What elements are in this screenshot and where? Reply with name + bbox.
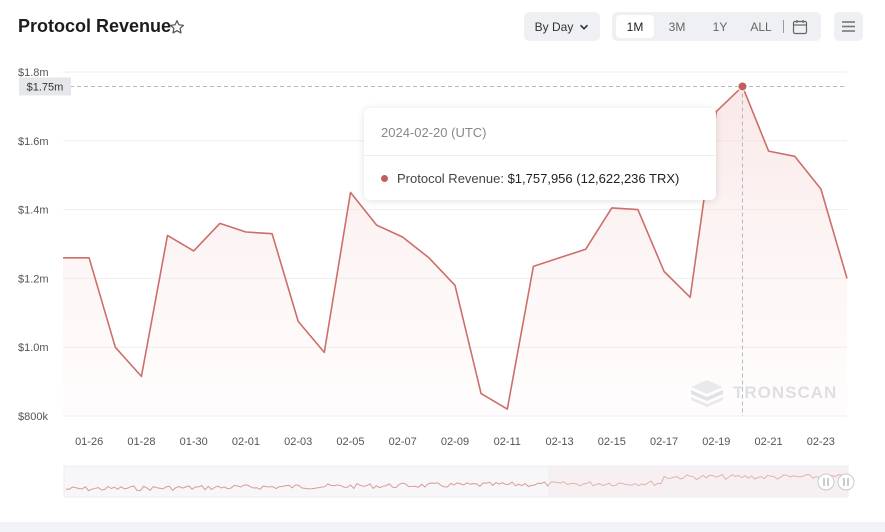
x-tick-label: 02-01 bbox=[232, 436, 260, 448]
x-tick-label: 01-26 bbox=[75, 436, 103, 448]
data-point[interactable] bbox=[266, 228, 278, 240]
data-point[interactable] bbox=[135, 370, 147, 382]
data-point[interactable] bbox=[841, 272, 853, 284]
x-tick-label: 02-19 bbox=[702, 436, 730, 448]
hamburger-icon bbox=[842, 21, 855, 32]
y-tick-label: $1.2m bbox=[18, 273, 49, 285]
x-tick-label: 02-07 bbox=[389, 436, 417, 448]
data-point[interactable] bbox=[449, 279, 461, 291]
data-point[interactable] bbox=[57, 252, 69, 264]
tooltip-value: $1,757,956 (12,622,236 TRX) bbox=[507, 171, 680, 186]
range-3m-button[interactable]: 3M bbox=[668, 19, 686, 34]
y-tick-label: $1.4m bbox=[18, 205, 49, 217]
y-tick-label: $800k bbox=[18, 411, 48, 423]
x-tick-label: 02-11 bbox=[494, 436, 521, 448]
data-point[interactable] bbox=[763, 145, 775, 157]
x-tick-label: 02-13 bbox=[545, 436, 573, 448]
crosshair-value-label: $1.75m bbox=[27, 81, 64, 93]
tooltip-date: 2024-02-20 (UTC) bbox=[381, 125, 487, 140]
tooltip-divider bbox=[364, 155, 716, 156]
y-tick-label: $1.6m bbox=[18, 136, 49, 148]
menu-button[interactable] bbox=[834, 12, 863, 41]
data-point[interactable] bbox=[658, 266, 670, 278]
range-all-button[interactable]: ALL bbox=[750, 19, 772, 34]
x-tick-label: 01-30 bbox=[180, 436, 208, 448]
navigator-handle-right[interactable] bbox=[837, 473, 855, 491]
tooltip-row: Protocol Revenue: $1,757,956 (12,622,236… bbox=[381, 171, 679, 186]
data-point[interactable] bbox=[344, 186, 356, 198]
revenue-chart[interactable]: $800k $1.0m $1.2m $1.4m $1.6m $1.8m 01-26 01-28… bbox=[0, 0, 885, 510]
range-1m-button[interactable]: 1M bbox=[616, 15, 654, 38]
navigator-mini-line bbox=[65, 473, 843, 492]
data-point[interactable] bbox=[109, 341, 121, 353]
by-day-dropdown[interactable]: By Day bbox=[524, 12, 600, 41]
data-point[interactable] bbox=[789, 150, 801, 162]
navigator-selected-window[interactable] bbox=[548, 467, 848, 496]
x-tick-label: 02-23 bbox=[807, 436, 835, 448]
data-point[interactable] bbox=[501, 403, 513, 415]
data-point[interactable] bbox=[475, 388, 487, 400]
star-icon[interactable] bbox=[168, 18, 186, 36]
tooltip-series-dot bbox=[381, 175, 388, 182]
crosshair-value-label-bg bbox=[19, 77, 71, 96]
x-tick-label: 02-21 bbox=[755, 436, 783, 448]
data-point[interactable] bbox=[606, 202, 618, 214]
data-point[interactable] bbox=[83, 252, 95, 264]
data-point[interactable] bbox=[214, 217, 226, 229]
tooltip-series-label: Protocol Revenue: bbox=[397, 171, 504, 186]
range-1y-button[interactable]: 1Y bbox=[712, 19, 728, 34]
data-point[interactable] bbox=[815, 183, 827, 195]
data-point[interactable] bbox=[371, 219, 383, 231]
range-divider bbox=[783, 20, 784, 33]
by-day-label: By Day bbox=[534, 19, 574, 34]
data-point[interactable] bbox=[240, 226, 252, 238]
data-point[interactable] bbox=[580, 243, 592, 255]
data-point[interactable] bbox=[527, 260, 539, 272]
navigator-handle-knob[interactable] bbox=[817, 473, 835, 491]
data-point[interactable] bbox=[423, 252, 435, 264]
range-navigator[interactable] bbox=[63, 465, 849, 498]
revenue-area-fill bbox=[63, 86, 847, 417]
data-point[interactable] bbox=[554, 252, 566, 264]
page-title: Protocol Revenue bbox=[18, 16, 172, 36]
data-point[interactable] bbox=[162, 229, 174, 241]
navigator-handle-knob[interactable] bbox=[837, 473, 855, 491]
data-point[interactable] bbox=[292, 315, 304, 327]
data-point[interactable] bbox=[397, 231, 409, 243]
watermark-text: TRONSCAN bbox=[733, 383, 838, 402]
x-tick-label: 02-15 bbox=[598, 436, 626, 448]
revenue-line bbox=[63, 85, 848, 410]
x-tick-label: 02-09 bbox=[441, 436, 469, 448]
data-point[interactable] bbox=[632, 204, 644, 216]
data-point[interactable] bbox=[318, 346, 330, 358]
y-tick-label: $1.0m bbox=[18, 342, 49, 354]
navigator-handle-left[interactable] bbox=[817, 473, 835, 491]
time-range-selector: 1M 3M 1Y ALL bbox=[612, 12, 821, 41]
x-tick-label: 02-03 bbox=[284, 436, 312, 448]
y-tick-label: $1.8m bbox=[18, 67, 49, 79]
chevron-down-icon bbox=[580, 24, 589, 30]
data-point[interactable] bbox=[188, 245, 200, 257]
footer-strip bbox=[0, 522, 885, 532]
highlight-point[interactable] bbox=[737, 81, 748, 92]
x-tick-label: 02-17 bbox=[650, 436, 678, 448]
calendar-icon[interactable] bbox=[792, 19, 808, 35]
data-point[interactable] bbox=[684, 291, 696, 303]
tronscan-watermark: TRONSCAN bbox=[689, 379, 837, 407]
chart-tooltip: 2024-02-20 (UTC) Protocol Revenue: $1,75… bbox=[364, 108, 716, 200]
tronscan-logo-icon bbox=[691, 380, 723, 407]
x-tick-label: 02-05 bbox=[336, 436, 364, 448]
x-tick-label: 01-28 bbox=[127, 436, 155, 448]
